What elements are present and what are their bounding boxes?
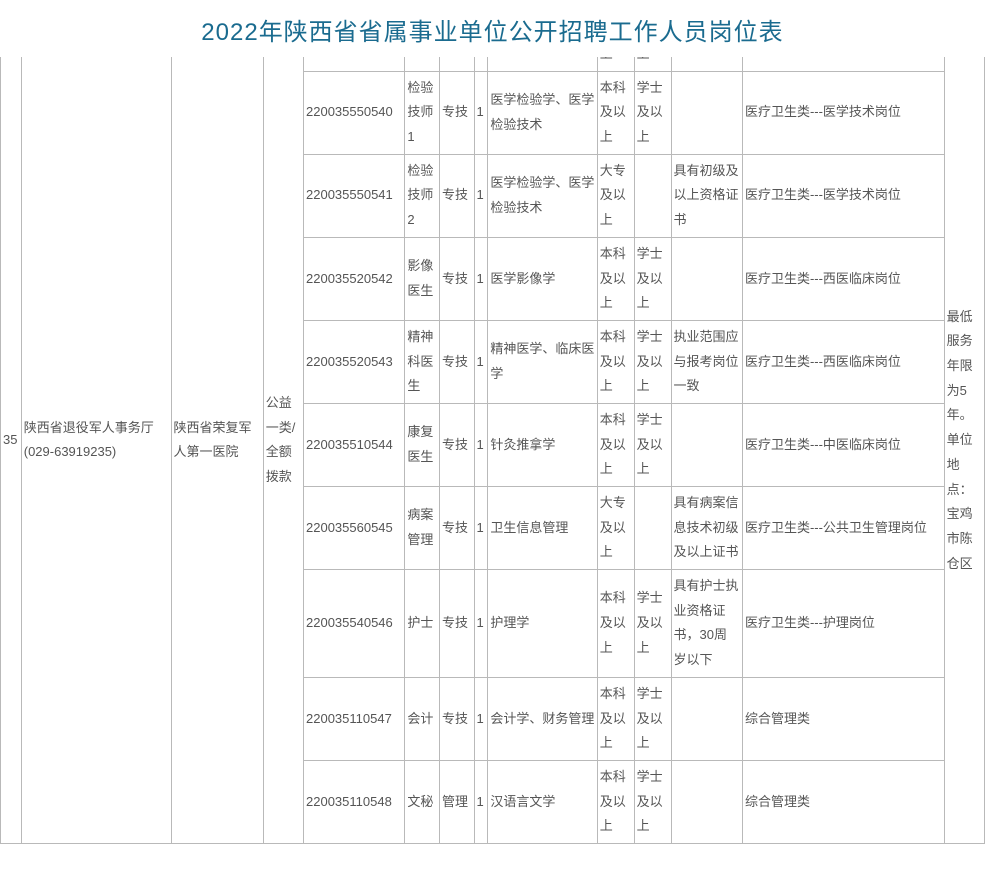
cell-code	[304, 57, 405, 71]
cell-req	[671, 237, 742, 320]
cell-type: 专技	[439, 71, 474, 154]
cell-count: 1	[474, 154, 488, 237]
cell-department: 陕西省退役军人事务厅 (029-63919235)	[21, 57, 171, 843]
cell-req	[671, 677, 742, 760]
cell-edu: 本科及以上	[597, 570, 634, 678]
cell-edu: 本科及以上	[597, 237, 634, 320]
cell-post: 护士	[405, 570, 440, 678]
page-title: 2022年陕西省省属事业单位公开招聘工作人员岗位表	[0, 0, 985, 57]
cell-spec: 汉语言文学	[488, 760, 597, 843]
cell-index: 35	[1, 57, 22, 843]
cell-code: 220035520543	[304, 320, 405, 403]
cell-degree: 学士及以上	[634, 677, 671, 760]
cell-post: 精神科医生	[405, 320, 440, 403]
cell-organization: 陕西省荣复军人第一医院	[171, 57, 263, 843]
table-row: 35 陕西省退役军人事务厅 (029-63919235) 陕西省荣复军人第一医院…	[1, 57, 985, 71]
cell-code: 220035510544	[304, 403, 405, 486]
cell-type: 专技	[439, 570, 474, 678]
cell-category: 医疗卫生类---西医临床岗位	[742, 320, 944, 403]
cell-req	[671, 71, 742, 154]
cell-spec: 医学影像学	[488, 237, 597, 320]
cell-edu: 大专及以上	[597, 487, 634, 570]
cell-category: 医疗卫生类---医学技术岗位	[742, 154, 944, 237]
cell-spec: 卫生信息管理	[488, 487, 597, 570]
cell-spec: 针灸推拿学	[488, 403, 597, 486]
cell-code: 220035560545	[304, 487, 405, 570]
cell-edu: 上	[597, 57, 634, 71]
cell-post: 康复医生	[405, 403, 440, 486]
cell-spec: 医学检验学、医学检验技术	[488, 71, 597, 154]
cell-post: 影像医生	[405, 237, 440, 320]
cell-post: 检验技师2	[405, 154, 440, 237]
cell-degree: 学士及以上	[634, 570, 671, 678]
cell-post: 检验技师1	[405, 71, 440, 154]
cell-count: 1	[474, 570, 488, 678]
cell-type: 管理	[439, 760, 474, 843]
cell-category: 医疗卫生类---西医临床岗位	[742, 237, 944, 320]
cell-type: 专技	[439, 403, 474, 486]
cell-category: 综合管理类	[742, 677, 944, 760]
cell-code: 220035540546	[304, 570, 405, 678]
cell-edu: 本科及以上	[597, 760, 634, 843]
cell-code: 220035520542	[304, 237, 405, 320]
cell-req	[671, 760, 742, 843]
cell-edu: 大专及以上	[597, 154, 634, 237]
cell-edu: 本科及以上	[597, 71, 634, 154]
cell-type: 专技	[439, 237, 474, 320]
cell-funding: 公益一类/全额拨款	[263, 57, 303, 843]
cell-count: 1	[474, 677, 488, 760]
cell-post	[405, 57, 440, 71]
cell-degree: 学士及以上	[634, 403, 671, 486]
cell-edu: 本科及以上	[597, 403, 634, 486]
cell-degree: 学士及以上	[634, 320, 671, 403]
cell-count: 1	[474, 487, 488, 570]
cell-degree: 学士及以上	[634, 237, 671, 320]
cell-type: 专技	[439, 154, 474, 237]
cell-degree: 学士及以上	[634, 760, 671, 843]
cell-post: 病案管理	[405, 487, 440, 570]
cell-code: 220035550540	[304, 71, 405, 154]
cell-code: 220035110548	[304, 760, 405, 843]
cell-category: 医疗卫生类---护理岗位	[742, 570, 944, 678]
cell-spec: 护理学	[488, 570, 597, 678]
cell-count	[474, 57, 488, 71]
cell-degree	[634, 487, 671, 570]
cell-count: 1	[474, 760, 488, 843]
cell-category: 医疗卫生类---公共卫生管理岗位	[742, 487, 944, 570]
cell-code: 220035110547	[304, 677, 405, 760]
cell-type: 专技	[439, 677, 474, 760]
cell-post: 会计	[405, 677, 440, 760]
cell-degree: 上	[634, 57, 671, 71]
cell-degree: 学士及以上	[634, 71, 671, 154]
cell-category: 综合管理类	[742, 760, 944, 843]
cell-type	[439, 57, 474, 71]
cell-spec: 会计学、财务管理	[488, 677, 597, 760]
cell-req	[671, 403, 742, 486]
cell-degree	[634, 154, 671, 237]
cell-req: 具有初级及以上资格证书	[671, 154, 742, 237]
cell-category: 医疗卫生类---中医临床岗位	[742, 403, 944, 486]
cell-type: 专技	[439, 487, 474, 570]
cell-type: 专技	[439, 320, 474, 403]
cell-edu: 本科及以上	[597, 677, 634, 760]
cell-post: 文秘	[405, 760, 440, 843]
cell-count: 1	[474, 71, 488, 154]
table-container: 35 陕西省退役军人事务厅 (029-63919235) 陕西省荣复军人第一医院…	[0, 57, 985, 862]
positions-table: 35 陕西省退役军人事务厅 (029-63919235) 陕西省荣复军人第一医院…	[0, 57, 985, 844]
cell-count: 1	[474, 237, 488, 320]
cell-remark: 最低服务年限为5年。单位地点：宝鸡市陈仓区	[944, 57, 984, 843]
cell-spec	[488, 57, 597, 71]
cell-spec: 精神医学、临床医学	[488, 320, 597, 403]
cell-req: 具有护士执业资格证书，30周岁以下	[671, 570, 742, 678]
cell-spec: 医学检验学、医学检验技术	[488, 154, 597, 237]
cell-code: 220035550541	[304, 154, 405, 237]
cell-req: 执业范围应与报考岗位一致	[671, 320, 742, 403]
cell-count: 1	[474, 320, 488, 403]
cell-edu: 本科及以上	[597, 320, 634, 403]
cell-category: 医疗卫生类---医学技术岗位	[742, 71, 944, 154]
cell-count: 1	[474, 403, 488, 486]
cell-req	[671, 57, 742, 71]
cell-category	[742, 57, 944, 71]
cell-req: 具有病案信息技术初级及以上证书	[671, 487, 742, 570]
